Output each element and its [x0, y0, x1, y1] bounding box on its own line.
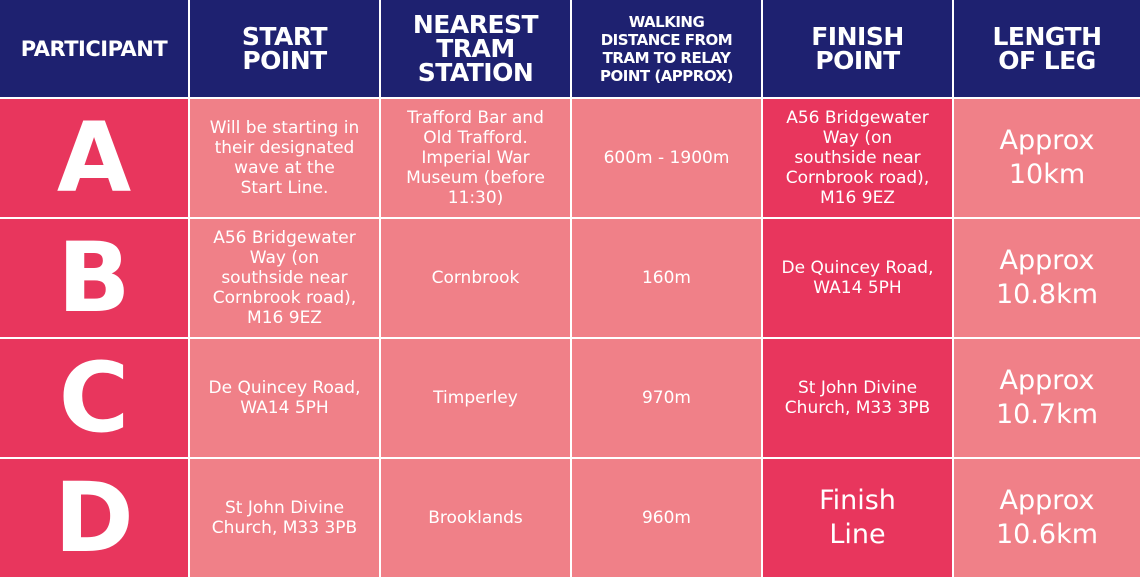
walking-distance-cell: 600m - 1900m [572, 99, 761, 217]
tram-station-cell: Trafford Bar and Old Trafford. Imperial … [381, 99, 570, 217]
header-nearest-tram-station: NEAREST TRAM STATION [381, 0, 570, 97]
walking-distance-cell: 160m [572, 219, 761, 337]
finish-point-cell: A56 Bridgewater Way (on southside near C… [763, 99, 952, 217]
header-finish-point: FINISH POINT [763, 0, 952, 97]
header-start-point: START POINT [190, 0, 379, 97]
start-point-cell: De Quincey Road, WA14 5PH [190, 339, 379, 457]
participant-letter: D [0, 459, 188, 577]
participant-letter: C [0, 339, 188, 457]
participant-letter: B [0, 219, 188, 337]
finish-point-cell: Finish Line [763, 459, 952, 577]
length-of-leg-cell: Approx 10.7km [954, 339, 1140, 457]
walking-distance-cell: 960m [572, 459, 761, 577]
length-of-leg-cell: Approx 10.8km [954, 219, 1140, 337]
length-of-leg-cell: Approx 10.6km [954, 459, 1140, 577]
tram-station-cell: Cornbrook [381, 219, 570, 337]
header-walking-distance: WALKING DISTANCE FROM TRAM TO RELAY POIN… [572, 0, 761, 97]
start-point-cell: A56 Bridgewater Way (on southside near C… [190, 219, 379, 337]
start-point-cell: Will be starting in their designated wav… [190, 99, 379, 217]
header-length-of-leg: LENGTH OF LEG [954, 0, 1140, 97]
tram-station-cell: Timperley [381, 339, 570, 457]
finish-point-cell: St John Divine Church, M33 3PB [763, 339, 952, 457]
participant-letter: A [0, 99, 188, 217]
tram-station-cell: Brooklands [381, 459, 570, 577]
walking-distance-cell: 970m [572, 339, 761, 457]
header-participant: PARTICIPANT [0, 0, 188, 97]
length-of-leg-cell: Approx 10km [954, 99, 1140, 217]
start-point-cell: St John Divine Church, M33 3PB [190, 459, 379, 577]
finish-point-cell: De Quincey Road, WA14 5PH [763, 219, 952, 337]
